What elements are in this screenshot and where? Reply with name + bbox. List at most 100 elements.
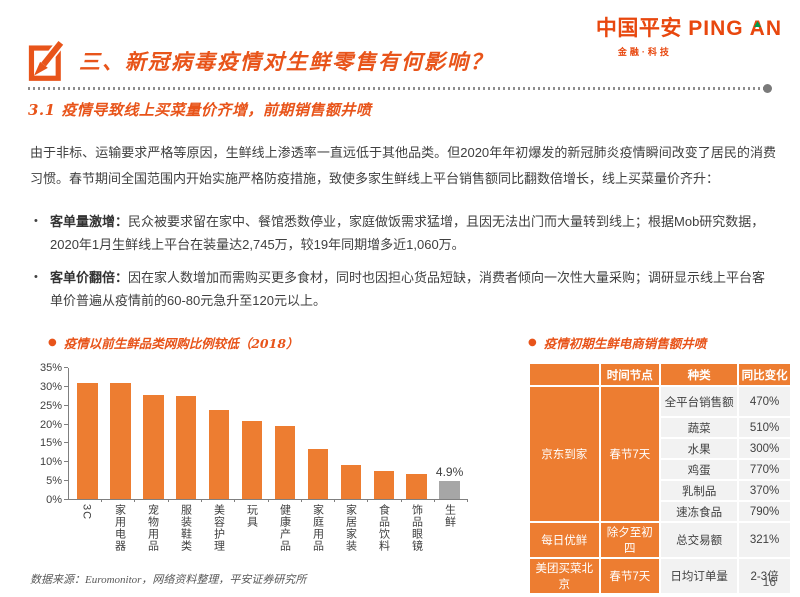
title-row: 三、新冠病毒疫情对生鲜零售有何影响？ (28, 40, 493, 82)
category-cell: 乳制品 (660, 481, 738, 500)
y-axis-tick (64, 404, 68, 406)
bullet-list: • 客单量激增：民众被要求留在家中、餐馆悉数停业，家庭做饭需求猛增，且因无法出门… (34, 210, 776, 322)
category-cell: 蔬菜 (660, 418, 738, 437)
x-label-cell: 家庭用品 (301, 504, 334, 552)
x-axis-label: 宠物用品 (146, 504, 159, 552)
x-label-cell: 食品饮料 (367, 504, 400, 552)
yoy-change-cell: 321% (739, 523, 790, 557)
bar-column: 4.9% (433, 368, 466, 499)
yoy-change-cell: 370% (739, 481, 790, 500)
x-axis-tick (333, 499, 335, 502)
bar-宠物用品 (143, 394, 164, 499)
category-cell: 总交易额 (660, 523, 738, 557)
yoy-change-cell: 300% (739, 439, 790, 458)
bar-column (367, 368, 400, 499)
x-axis-tick (467, 499, 468, 502)
table-row: 水果 300% (530, 439, 790, 458)
category-cell: 全平台销售额 (660, 387, 738, 416)
table-row: 速冻食品 790% (530, 502, 790, 521)
bar-chart: 0% 5% 10% 15% 20% 25% 30% 35% 4.9% (30, 362, 475, 506)
separator-dotted-line (28, 84, 772, 93)
x-axis-tick (367, 499, 369, 502)
bullet-lead: 客单价翻倍： (50, 269, 129, 285)
x-axis-tick (134, 499, 136, 502)
title-bullet-icon: ● (48, 337, 57, 348)
bar-家居家装 (340, 464, 362, 499)
period-cell: 除夕至初四 (600, 523, 659, 557)
bullet-item: • 客单量激增：民众被要求留在家中、餐馆悉数停业，家庭做饭需求猛增，且因无法出门… (34, 210, 776, 257)
x-axis-tick (300, 499, 302, 502)
x-axis-tick (400, 499, 402, 502)
period-cell: 春节7天 (600, 387, 659, 521)
table-row: 京东到家 春节7天 全平台销售额 470% (530, 387, 790, 521)
x-label-cell: 宠物用品 (136, 504, 169, 552)
x-axis-label: 玩具 (245, 504, 258, 528)
bar-chart-section: ● 疫情以前生鲜品类网购比例较低（2018） 0% 5% 10% 15% 20% 25% 3… (30, 333, 475, 552)
y-axis-label: 35% (39, 362, 62, 374)
period-cell: 春节7天 (600, 559, 659, 593)
chart-title: ● 疫情以前生鲜品类网购比例较低（2018） (48, 333, 475, 352)
x-label-cell: 家居家装 (334, 504, 367, 552)
bar-column (170, 368, 203, 499)
bar-食品饮料 (373, 470, 394, 499)
yoy-change-cell: 770% (739, 460, 790, 479)
table-row: 乳制品 370% (530, 481, 790, 500)
category-cell: 鸡蛋 (660, 460, 738, 479)
bar-column (269, 368, 302, 499)
platform-cell: 京东到家 (530, 387, 599, 521)
x-label-cell: 饰品眼镜 (400, 504, 433, 552)
section-heading: 3.1 疫情导致线上买菜量价齐增，前期销售额井喷 (28, 101, 372, 119)
logo-brand-cn: 中国平安 (595, 17, 682, 40)
bullet-text: 客单量激增：民众被要求留在家中、餐馆悉数停业，家庭做饭需求猛增，且因无法出门而大… (50, 210, 776, 257)
y-axis-tick (64, 499, 68, 500)
bar-column (71, 368, 104, 499)
table-title-text: 疫情初期生鲜电商销售额井喷 (543, 336, 707, 351)
bar-column (104, 368, 137, 499)
y-axis-label: 5% (46, 475, 62, 488)
bar-服装鞋类 (176, 396, 197, 499)
x-axis-label: 家庭用品 (311, 504, 324, 552)
chart-title-text: 疫情以前生鲜品类网购比例较低（2018） (63, 336, 299, 351)
bar-家用电器 (110, 383, 131, 499)
bar-3C (77, 382, 98, 499)
bar-data-label: 4.9% (435, 464, 464, 479)
x-axis-tick (167, 499, 169, 502)
pingan-logo: 中国平安 PING AN 金融·科技 (596, 12, 782, 58)
plot-area: 4.9% (68, 368, 468, 502)
bar-column (400, 368, 433, 499)
table-title: ● 疫情初期生鲜电商销售额井喷 (528, 333, 792, 352)
x-label-cell: 3C (70, 504, 103, 552)
x-axis-tick (267, 499, 269, 502)
y-axis-label: 20% (39, 418, 62, 431)
category-cell: 速冻食品 (660, 502, 738, 521)
x-label-cell: 家用电器 (103, 504, 136, 552)
table-row: 鸡蛋 770% (530, 460, 790, 479)
bullet-body: 民众被要求留在家中、餐馆悉数停业，家庭做饭需求猛增，且因无法出门而大量转到线上；… (50, 214, 765, 253)
table-row: 每日优鲜 除夕至初四 总交易额 321% (530, 523, 790, 557)
y-axis: 0% 5% 10% 15% 20% 25% 30% 35% (30, 362, 68, 506)
separator-end-dot (763, 84, 772, 93)
x-label-cell: 玩具 (235, 504, 268, 552)
bar-饰品眼镜 (406, 474, 427, 499)
x-axis-label: 3C (80, 504, 93, 521)
yoy-change-cell: 790% (739, 502, 790, 521)
page-number: 16 (762, 575, 776, 589)
logo-brand-en: PING AN (688, 17, 782, 40)
logo-green-triangle-icon (754, 21, 761, 27)
yoy-change-cell: 470% (739, 387, 790, 416)
x-label-cell: 健康产品 (268, 504, 301, 552)
x-axis-labels: 3C 家用电器 宠物用品 服装鞋类 美容护理 玩具 健康产品 家庭用品 家居家装 食品饮料 饰品眼镜… (68, 504, 468, 552)
y-axis-tick (64, 442, 68, 444)
table-header-cell: 同比变化 (739, 364, 790, 385)
page-title: 三、新冠病毒疫情对生鲜零售有何影响？ (79, 49, 493, 74)
table-header-cell: 时间节点 (600, 364, 659, 385)
intro-paragraph: 由于非标、运输要求严格等原因，生鲜线上渗透率一直远低于其他品类。但2020年年初… (30, 145, 776, 186)
y-axis-tick (64, 367, 68, 368)
x-axis-label: 饰品眼镜 (410, 504, 423, 552)
title-bullet-icon: ● (528, 337, 537, 348)
y-axis-tick (64, 461, 68, 463)
yoy-change-cell: 2-3倍 (739, 559, 790, 593)
bullet-marker: • (34, 270, 38, 283)
bar-健康产品 (274, 426, 296, 499)
